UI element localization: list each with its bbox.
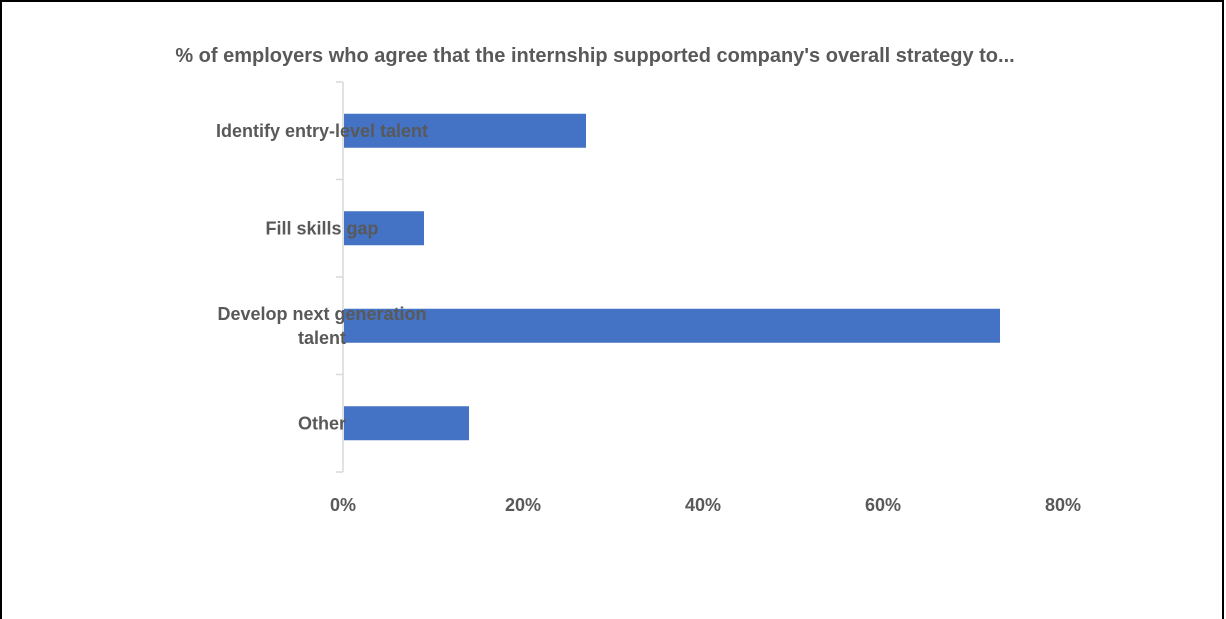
value-axis-tick-label: 40% (685, 495, 721, 515)
bar (344, 406, 469, 441)
value-axis-tick-label: 20% (505, 495, 541, 515)
value-axis-tick-label: 80% (1045, 495, 1081, 515)
value-axis-tick-label: 60% (865, 495, 901, 515)
chart-title: % of employers who agree that the intern… (175, 45, 1015, 67)
category-label: Develop next generation (217, 304, 426, 324)
category-label: talent (298, 328, 346, 348)
bar (344, 211, 424, 246)
value-axis-tick-label: 0% (330, 495, 356, 515)
category-label: Other (298, 413, 346, 433)
category-label: Identify entry-level talent (216, 121, 428, 141)
category-label: Fill skills gap (265, 218, 378, 238)
bar (344, 308, 1000, 343)
bar (344, 113, 586, 148)
